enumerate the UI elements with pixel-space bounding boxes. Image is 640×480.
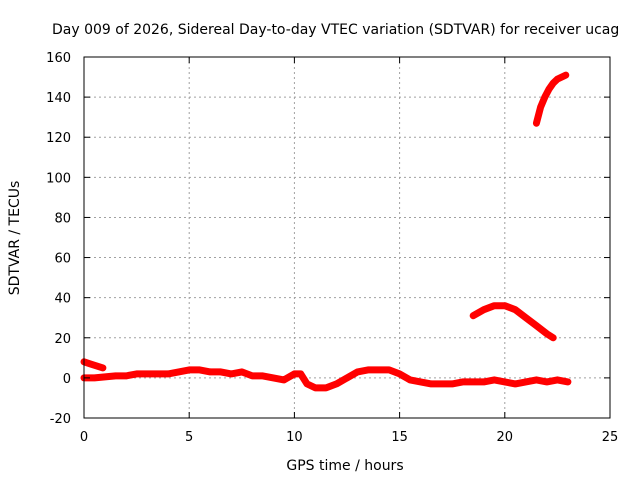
x-tick-label: 0 [80, 430, 88, 445]
data-point [99, 364, 106, 371]
data-point [91, 374, 98, 381]
data-point [133, 370, 140, 377]
data-point [144, 370, 151, 377]
data-point [386, 366, 393, 373]
data-point [470, 312, 477, 319]
y-tick-label: 160 [46, 51, 71, 66]
data-point [533, 322, 540, 329]
y-tick-label: 140 [46, 91, 71, 106]
data-point [438, 380, 445, 387]
data-point [449, 380, 456, 387]
x-tick-label: 15 [391, 430, 408, 445]
data-point [562, 72, 569, 79]
data-point [564, 378, 571, 385]
data-point [543, 378, 550, 385]
data-point [522, 378, 529, 385]
y-tick-label: -20 [50, 412, 71, 427]
data-point [87, 360, 94, 367]
data-point [175, 368, 182, 375]
x-tick-label: 10 [286, 430, 303, 445]
data-point [491, 302, 498, 309]
data-point [491, 376, 498, 383]
data-point [543, 330, 550, 337]
data-point [480, 378, 487, 385]
data-point [207, 368, 214, 375]
data-point [154, 370, 161, 377]
plot-frame [83, 56, 611, 419]
data-point [459, 378, 466, 385]
data-point [270, 374, 277, 381]
chart-title: Day 009 of 2026, Sidereal Day-to-day VTE… [52, 22, 619, 38]
data-point [365, 366, 372, 373]
data-point [554, 376, 561, 383]
y-axis-label: SDTVAR / TECUs [7, 181, 23, 296]
y-tick-label: 80 [54, 211, 71, 226]
data-point [407, 376, 414, 383]
data-point [123, 372, 130, 379]
y-tick-label: 120 [46, 131, 71, 146]
series-layer [80, 71, 572, 392]
data-point [428, 380, 435, 387]
data-point [344, 374, 350, 381]
x-tick-label: 25 [602, 430, 619, 445]
grid-layer [84, 57, 610, 418]
data-point [512, 306, 519, 313]
y-tick-label: 100 [46, 171, 71, 186]
data-point [533, 120, 540, 127]
data-point [512, 380, 519, 387]
data-point [417, 378, 424, 385]
y-tick-label: 60 [54, 252, 71, 267]
y-tick-label: 0 [63, 372, 71, 387]
data-point [238, 368, 245, 375]
data-point [354, 368, 361, 375]
data-point [291, 370, 298, 377]
data-point [228, 370, 235, 377]
data-point [280, 376, 287, 383]
data-point [545, 86, 552, 93]
data-point [322, 384, 329, 391]
data-point [375, 366, 382, 373]
data-point [304, 380, 311, 387]
data-point [550, 334, 557, 341]
data-point [102, 373, 109, 380]
data-point [112, 372, 119, 379]
data-point [333, 380, 340, 387]
data-point [249, 372, 256, 379]
x-tick-label: 20 [497, 430, 514, 445]
data-point [93, 362, 100, 369]
data-point [501, 302, 508, 309]
data-point [480, 306, 487, 313]
x-tick-label: 5 [185, 430, 193, 445]
data-point [501, 378, 508, 385]
data-point [259, 372, 266, 379]
data-point [312, 384, 319, 391]
tick-layer: 0 5 10 15 20 25 -20 0 20 40 60 80 100 120 140 160 [46, 51, 618, 445]
data-point [541, 94, 548, 101]
y-tick-label: 20 [54, 332, 71, 347]
y-tick-label: 40 [54, 292, 71, 307]
data-point [217, 368, 224, 375]
data-point [522, 314, 529, 321]
data-point [533, 376, 540, 383]
data-point [396, 370, 403, 377]
data-point [165, 370, 172, 377]
data-point [196, 366, 203, 373]
series-line-early-offset [80, 358, 107, 372]
data-point [470, 378, 477, 385]
data-point [186, 366, 193, 373]
x-axis-label: GPS time / hours [286, 458, 403, 474]
data-point [550, 80, 557, 87]
data-point [537, 104, 544, 111]
data-point [297, 370, 304, 377]
